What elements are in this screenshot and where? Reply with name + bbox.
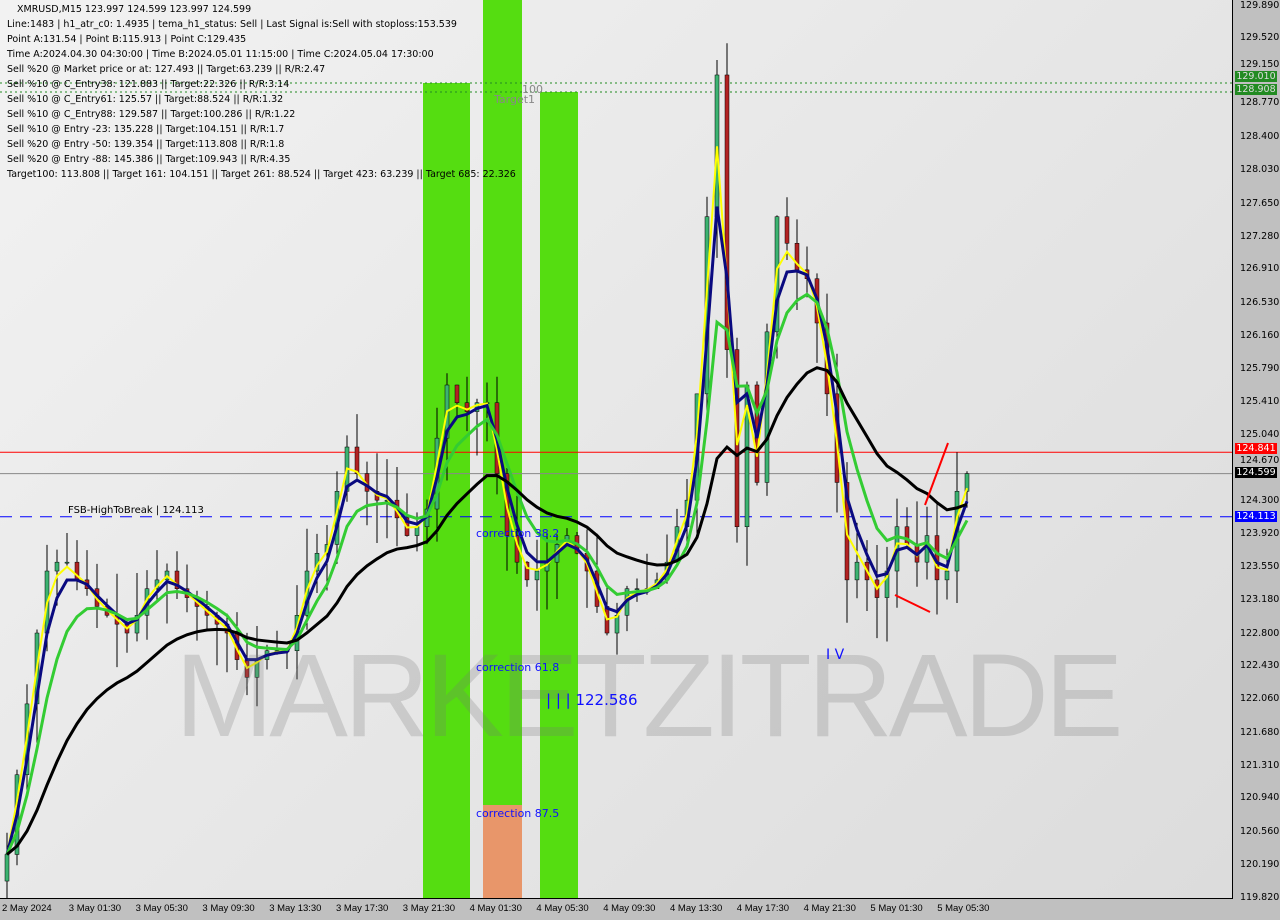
candle-body — [464, 402, 470, 412]
price-tick-label: 125.790 — [1240, 362, 1280, 374]
chart-plot-area[interactable]: XMRUSD,M15 123.997 124.599 123.997 124.5… — [0, 0, 1233, 899]
candle-body — [904, 526, 910, 545]
candle-body — [64, 561, 70, 564]
time-tick-label: 3 May 05:30 — [135, 903, 188, 914]
info-line: Sell %10 @ C_Entry61: 125.57 || Target:8… — [7, 94, 284, 105]
price-level-tag: 129.010 — [1235, 71, 1277, 82]
time-tick-label: 3 May 01:30 — [68, 903, 122, 914]
wave-3-label: | | | 122.586 — [546, 691, 638, 709]
indicator-info-panel: XMRUSD,M15 123.997 124.599 123.997 124.5… — [7, 2, 516, 182]
candle-body — [784, 216, 790, 244]
price-tick-label: 121.310 — [1240, 759, 1280, 771]
info-line: Sell %20 @ Entry -88: 145.386 || Target:… — [7, 154, 291, 165]
candle-body — [534, 570, 540, 581]
candle-body — [54, 561, 60, 572]
price-tick-label: 129.150 — [1240, 59, 1280, 70]
price-tick-label: 125.040 — [1240, 429, 1280, 441]
price-tick-label: 123.550 — [1240, 561, 1280, 573]
candle-body — [174, 570, 180, 589]
candle-body — [724, 74, 730, 350]
time-tick-label: 3 May 09:30 — [202, 903, 255, 914]
price-tick-label: 127.280 — [1240, 230, 1280, 242]
candle-body — [524, 561, 530, 581]
price-tick-label: 122.060 — [1240, 693, 1280, 705]
info-line: Sell %10 @ Entry -23: 135.228 || Target:… — [7, 124, 285, 135]
price-tick-label: 122.800 — [1240, 627, 1280, 639]
price-tick-label: 123.180 — [1240, 593, 1280, 605]
info-line: Sell %10 @ C_Entry88: 129.587 || Target:… — [7, 109, 296, 120]
time-tick-label: 4 May 09:30 — [603, 903, 656, 914]
price-tick-label: 121.680 — [1240, 726, 1280, 738]
candle-body — [944, 570, 950, 581]
candle-body — [454, 384, 460, 403]
price-tick-label: 125.410 — [1240, 396, 1280, 408]
price-tick-label: 126.530 — [1240, 297, 1280, 309]
symbol-line: XMRUSD,M15 123.997 124.599 123.997 124.5… — [17, 4, 252, 15]
info-line: Point A:131.54 | Point B:115.913 | Point… — [7, 34, 247, 45]
candle-body — [764, 331, 770, 483]
correction-38-label: correction 38.2 — [476, 527, 560, 540]
price-tick-label: 123.920 — [1240, 528, 1280, 540]
price-level-tag: 124.599 — [1235, 467, 1277, 478]
info-line: Sell %20 @ Market price or at: 127.493 |… — [7, 64, 326, 75]
price-tick-label: 119.820 — [1240, 891, 1280, 903]
price-tick-label: 126.910 — [1240, 263, 1280, 275]
price-level-tag: 124.113 — [1235, 511, 1277, 523]
price-level-tag: 124.841 — [1235, 443, 1277, 454]
time-tick-label: 4 May 01:30 — [469, 903, 522, 914]
target1-label: Target1 — [494, 93, 536, 106]
price-chart — [0, 0, 1232, 898]
trend-line — [894, 594, 931, 613]
ma-green-line — [5, 292, 969, 856]
price-tick-label: 127.650 — [1240, 197, 1280, 209]
price-tick-label: 120.560 — [1240, 825, 1280, 837]
ma-slow-line — [6, 366, 968, 856]
price-tick-label: 124.670 — [1240, 455, 1280, 466]
price-tick-label: 129.890 — [1240, 0, 1280, 11]
price-tick-label: 120.190 — [1240, 858, 1280, 870]
info-line: Sell %10 @ C_Entry38: 121.883 || Target:… — [7, 79, 290, 90]
price-tick-label: 122.430 — [1240, 660, 1280, 672]
fibo-zone-band — [423, 83, 470, 898]
trend-line — [924, 442, 949, 506]
time-tick-label: 3 May 21:30 — [402, 903, 456, 914]
time-tick-label: 4 May 21:30 — [803, 903, 856, 914]
price-level-tag: 128.908 — [1235, 84, 1277, 95]
price-tick-label: 129.520 — [1240, 32, 1280, 44]
time-tick-label: 5 May 01:30 — [870, 903, 923, 914]
info-line: Line:1483 | h1_atr_c0: 1.4935 | tema_h1_… — [7, 19, 457, 30]
time-tick-label: 3 May 13:30 — [269, 903, 322, 914]
time-tick-label: 4 May 05:30 — [536, 903, 589, 914]
candle-body — [854, 561, 860, 581]
fibo-zone-band — [483, 805, 522, 898]
candle-body — [134, 615, 140, 634]
time-tick-label: 3 May 17:30 — [336, 903, 389, 914]
price-tick-label: 128.770 — [1240, 97, 1280, 108]
time-tick-label: 2 May 2024 — [2, 903, 52, 914]
ma-mid-line — [5, 206, 969, 855]
info-line: Sell %20 @ Entry -50: 139.354 || Target:… — [7, 139, 285, 150]
info-line: Target100: 113.808 || Target 161: 104.15… — [7, 169, 516, 180]
fsb-label: FSB-HighToBreak | 124.113 — [68, 505, 204, 516]
price-tick-label: 124.300 — [1240, 494, 1280, 506]
price-tick-label: 126.160 — [1240, 329, 1280, 341]
info-line: Time A:2024.04.30 04:30:00 | Time B:2024… — [7, 49, 434, 60]
price-tick-label: 128.400 — [1240, 131, 1280, 143]
candle-body — [714, 74, 720, 217]
candle-body — [634, 588, 640, 590]
correction-87-label: correction 87.5 — [476, 807, 560, 820]
fibo-zone-band — [483, 0, 522, 805]
time-tick-label: 5 May 05:30 — [937, 903, 990, 914]
fibo-zone-band — [540, 92, 578, 898]
time-tick-label: 4 May 13:30 — [670, 903, 723, 914]
level-100-label: 100 — [522, 83, 543, 96]
price-tick-label: 128.030 — [1240, 164, 1280, 176]
time-tick-label: 4 May 17:30 — [736, 903, 790, 914]
candle-body — [4, 854, 10, 882]
wave-4-label: I V — [826, 647, 845, 663]
correction-61-label: correction 61.8 — [476, 661, 560, 674]
watermark: MARKETZITRADE — [175, 630, 1123, 762]
price-tick-label: 120.940 — [1240, 792, 1280, 804]
candle-body — [354, 446, 360, 474]
